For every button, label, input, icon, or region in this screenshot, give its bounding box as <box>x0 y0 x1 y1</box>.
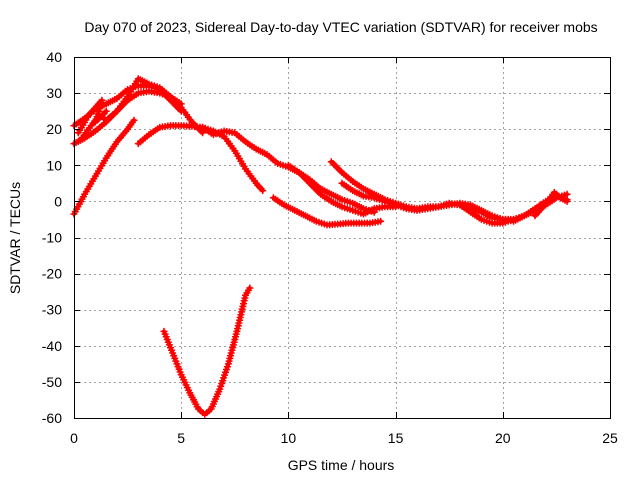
x-tick-label: 0 <box>70 430 78 446</box>
x-tick-label: 15 <box>388 430 404 446</box>
y-tick-label: 40 <box>46 49 62 65</box>
x-tick-label: 10 <box>281 430 297 446</box>
chart-title: Day 070 of 2023, Sidereal Day-to-day VTE… <box>84 19 597 35</box>
data-point <box>102 107 110 115</box>
series-arc-11 <box>338 179 571 225</box>
x-tick-label: 25 <box>602 430 618 446</box>
series-arc-5 <box>74 96 110 137</box>
data-point <box>563 190 571 198</box>
y-axis-tick-labels: -60 -50 -40 -30 -20 -10 0 10 20 30 40 <box>42 49 62 426</box>
data-point <box>246 284 254 292</box>
y-tick-label: 20 <box>46 121 62 137</box>
data-point <box>177 107 185 115</box>
x-axis-tick-labels: 0 5 10 15 20 25 <box>70 430 618 446</box>
y-tick-label: -50 <box>42 374 62 390</box>
series-arc-14 <box>160 284 254 418</box>
y-tick-label: 30 <box>46 85 62 101</box>
series-trail <box>136 123 265 193</box>
y-tick-label: -30 <box>42 302 62 318</box>
series-arc-8 <box>284 161 400 218</box>
data-point <box>130 116 138 124</box>
series-arc-1 <box>70 116 138 218</box>
y-tick-label: -60 <box>42 410 62 426</box>
x-tick-label: 5 <box>177 430 185 446</box>
data-point <box>377 217 385 225</box>
data-point <box>259 187 267 195</box>
data-point <box>563 197 571 205</box>
grid-lines <box>74 57 610 418</box>
x-tick-label: 20 <box>495 430 511 446</box>
series-arc-9 <box>269 194 385 229</box>
x-axis-label: GPS time / hours <box>288 457 395 473</box>
y-axis-label: SDTVAR / TECUs <box>7 182 23 294</box>
y-tick-label: 0 <box>54 193 62 209</box>
y-tick-label: 10 <box>46 157 62 173</box>
y-tick-label: -10 <box>42 230 62 246</box>
data-point <box>177 100 185 108</box>
series-arc-13 <box>531 188 571 220</box>
tick-marks <box>74 57 611 419</box>
y-tick-label: -20 <box>42 266 62 282</box>
data-series-layer <box>70 75 571 418</box>
y-tick-label: -40 <box>42 338 62 354</box>
series-trail <box>162 286 252 417</box>
